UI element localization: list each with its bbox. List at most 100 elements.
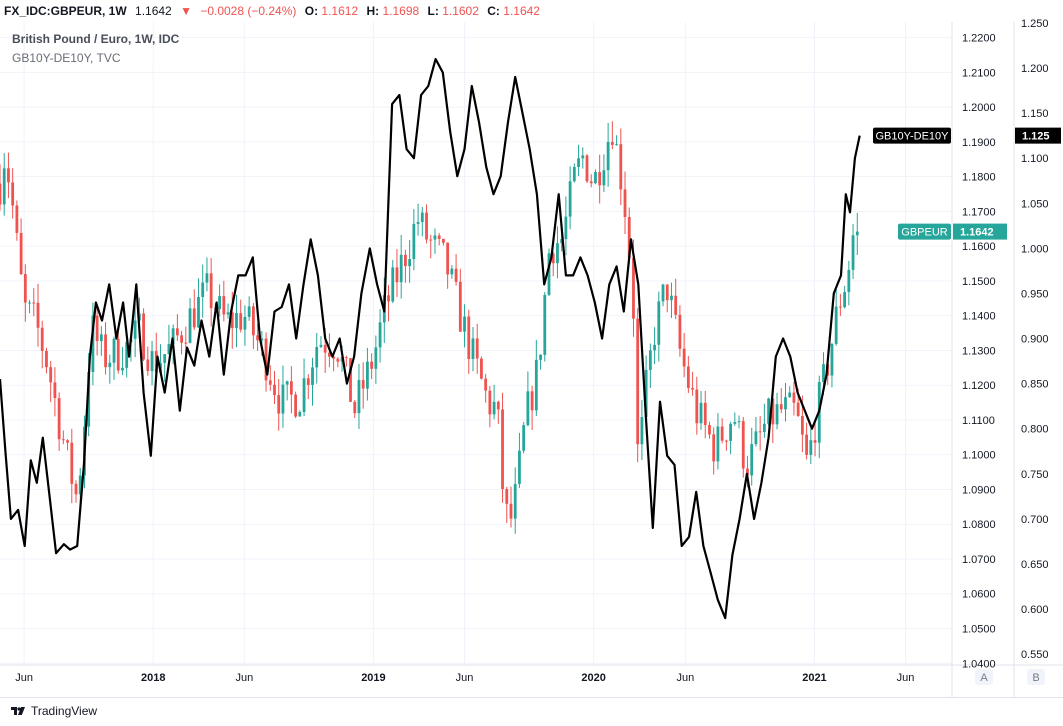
axis-b-tick-label: 0.750 bbox=[1021, 469, 1049, 481]
candle-body bbox=[809, 440, 813, 455]
candle-body bbox=[78, 475, 82, 495]
candle-body bbox=[104, 334, 107, 368]
candle-body bbox=[361, 380, 365, 389]
scale-button-label[interactable]: A bbox=[980, 672, 988, 684]
candle-body bbox=[281, 384, 285, 414]
candle-body bbox=[23, 274, 27, 303]
candle-body bbox=[670, 295, 673, 301]
gbpeur-value-tag-label: 1.1642 bbox=[960, 227, 994, 239]
candle-body bbox=[716, 426, 720, 462]
time-axis[interactable]: Jun 2018 Jun 2019 Jun 2020 Jun 2021 Jun bbox=[15, 672, 914, 684]
candle-body bbox=[703, 402, 707, 426]
candle-body bbox=[332, 356, 336, 359]
candle-body bbox=[454, 268, 458, 282]
close-value: 1.1642 bbox=[503, 4, 540, 18]
axis-a-tick-label: 1.1600 bbox=[962, 241, 996, 253]
axis-a-tick-label: 1.0400 bbox=[962, 658, 996, 670]
candle-body bbox=[788, 392, 792, 398]
axis-a-tick-label: 1.0600 bbox=[962, 589, 996, 601]
axis-b-tick-label: 0.700 bbox=[1021, 514, 1049, 526]
axis-a-tick-label: 1.2100 bbox=[962, 67, 996, 79]
candle-body bbox=[209, 273, 213, 309]
axis-b-tick-label: 0.600 bbox=[1021, 604, 1049, 616]
price-axis-a[interactable]: 1.2200 1.2100 1.2000 1.1900 1.1800 1.1700 1.16… bbox=[962, 33, 996, 671]
candle-body bbox=[496, 401, 500, 410]
candle-body bbox=[712, 434, 716, 462]
candle-body bbox=[758, 431, 762, 433]
spread-name-tag bbox=[873, 127, 951, 144]
candle-body bbox=[425, 212, 428, 240]
candle-body bbox=[226, 312, 230, 315]
candle-body bbox=[420, 212, 424, 222]
time-axis-tick-label: Jun bbox=[15, 672, 33, 684]
candle-body bbox=[112, 338, 116, 363]
scale-button-a[interactable] bbox=[975, 669, 993, 685]
candle-body bbox=[277, 395, 281, 414]
candle-body bbox=[315, 346, 319, 368]
axis-a-tick-label: 1.1500 bbox=[962, 276, 996, 288]
candle-body bbox=[610, 141, 614, 145]
candle-body bbox=[822, 364, 825, 383]
candle-body bbox=[830, 343, 834, 376]
candle-body bbox=[564, 216, 568, 240]
candle-body bbox=[691, 387, 694, 390]
candle-body bbox=[235, 313, 238, 329]
candle-body bbox=[746, 468, 749, 476]
candle-body bbox=[636, 318, 640, 445]
candle-body bbox=[374, 347, 378, 369]
candle-body bbox=[518, 450, 521, 484]
candle-body bbox=[699, 402, 703, 424]
candle-body bbox=[0, 183, 2, 205]
axis-b-tick-label: 1.250 bbox=[1021, 18, 1049, 30]
candle-body bbox=[733, 421, 737, 424]
candle-body bbox=[416, 221, 420, 224]
candle-body bbox=[585, 155, 589, 182]
candle-body bbox=[471, 338, 475, 360]
candle-body bbox=[222, 296, 226, 315]
candle-body bbox=[750, 444, 754, 476]
scale-button-label[interactable]: B bbox=[1032, 672, 1039, 684]
axis-b-tick-label: 0.850 bbox=[1021, 379, 1049, 391]
time-axis-tick-label: Jun bbox=[676, 672, 694, 684]
candle-body bbox=[492, 401, 496, 415]
candle-body bbox=[45, 350, 48, 368]
candle-body bbox=[615, 144, 618, 146]
candle-body bbox=[623, 189, 627, 218]
candle-body bbox=[729, 423, 732, 441]
candle-body bbox=[378, 322, 382, 348]
candle-body bbox=[754, 431, 758, 445]
candle-body bbox=[175, 328, 179, 336]
candle-body bbox=[724, 440, 728, 442]
candle-body bbox=[49, 367, 53, 383]
spread-name-tag-label: GB10Y-DE10Y bbox=[876, 131, 950, 143]
candle-body bbox=[197, 296, 200, 328]
candle-body bbox=[349, 358, 352, 402]
symbol-name[interactable]: FX_IDC:GBPEUR, 1W bbox=[4, 4, 127, 18]
axis-a-tick-label: 1.0900 bbox=[962, 484, 996, 496]
candle-body bbox=[289, 381, 293, 395]
high-label: H: bbox=[366, 4, 380, 18]
price-chart[interactable]: 1.2200 1.2100 1.2000 1.1900 1.1800 1.1700 1.16… bbox=[0, 0, 1063, 697]
candle-body bbox=[142, 313, 145, 360]
time-axis-tick-label: 2018 bbox=[141, 672, 165, 684]
scale-button-b[interactable] bbox=[1027, 669, 1045, 685]
candle-body bbox=[572, 167, 576, 182]
axis-a-tick-label: 1.0700 bbox=[962, 554, 996, 566]
candle-body bbox=[792, 392, 796, 403]
candle-body bbox=[180, 335, 183, 343]
candle-body bbox=[260, 338, 264, 341]
time-axis-tick-label: Jun bbox=[897, 672, 915, 684]
candle-body bbox=[467, 316, 471, 360]
candle-body bbox=[834, 306, 838, 344]
time-axis-tick-label: Jun bbox=[456, 672, 474, 684]
candle-body bbox=[674, 295, 678, 315]
candle-body bbox=[239, 313, 243, 330]
candle-body bbox=[805, 434, 809, 455]
candle-body bbox=[632, 257, 635, 319]
axis-a-tick-label: 1.0800 bbox=[962, 519, 996, 531]
symbol-header: FX_IDC:GBPEUR, 1W 1.1642 ▼ −0.0028 (−0.2… bbox=[0, 0, 1063, 22]
candle-body bbox=[218, 296, 221, 310]
price-axis-b[interactable]: 1.250 1.200 1.150 1.100 1.050 1.000 0.950 0.900… bbox=[1021, 18, 1049, 661]
brand-name[interactable]: TradingView bbox=[31, 704, 98, 718]
